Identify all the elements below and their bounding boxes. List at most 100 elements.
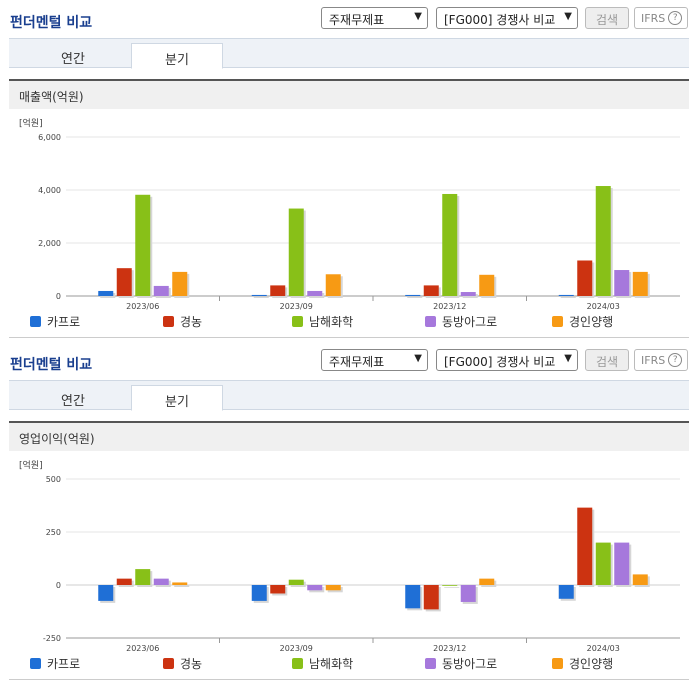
bar <box>558 294 574 296</box>
x-tick-label: 2023/09 <box>280 644 313 652</box>
y-tick-label: 6,000 <box>38 133 61 142</box>
bar <box>460 292 476 296</box>
legend-swatch <box>163 316 174 327</box>
bar <box>423 585 439 610</box>
legend-item[interactable]: 경인양행 <box>552 655 613 672</box>
bar-shadow <box>560 296 576 298</box>
bar <box>614 542 630 585</box>
period-tabs: 연간 분기 <box>9 380 689 411</box>
x-tick-label: 2023/09 <box>280 302 313 310</box>
period-tabs: 연간 분기 <box>9 38 689 69</box>
legend-label: 동방아그로 <box>442 657 498 671</box>
legend-item[interactable]: 카프로 <box>30 313 80 330</box>
legend-swatch <box>425 316 436 327</box>
report-type-value: 주재무제표 <box>329 355 385 369</box>
legend-item[interactable]: 동방아그로 <box>425 655 497 672</box>
legend-item[interactable]: 동방아그로 <box>425 313 497 330</box>
bar <box>595 186 611 296</box>
bar <box>632 271 648 296</box>
bar <box>460 585 476 602</box>
legend-swatch <box>292 658 303 669</box>
legend-swatch <box>552 658 563 669</box>
bar <box>153 285 169 296</box>
section-title: 펀더멘털 비교 <box>10 15 93 31</box>
legend-swatch <box>163 658 174 669</box>
ifrs-label: IFRS <box>641 354 666 367</box>
x-tick-label: 2024/03 <box>587 644 620 652</box>
bar <box>251 585 267 601</box>
tab-annual[interactable]: 연간 <box>61 52 85 67</box>
x-tick-label: 2023/06 <box>126 644 159 652</box>
legend-item[interactable]: 경인양행 <box>552 313 613 330</box>
compare-value: [FG000] 경쟁사 비교 <box>444 13 556 27</box>
bar <box>325 585 341 591</box>
section-header: 펀더멘털 비교 주재무제표 ▼ [FG000] 경쟁사 비교 ▼ 검색 IFRS… <box>0 342 696 380</box>
chevron-down-icon: ▼ <box>414 353 422 364</box>
bar <box>307 585 323 591</box>
report-type-value: 주재무제표 <box>329 13 385 27</box>
legend-label: 경농 <box>180 657 203 671</box>
x-tick-label: 2023/12 <box>433 302 466 310</box>
legend-label: 남해화학 <box>309 657 354 671</box>
help-icon: ? <box>668 11 683 25</box>
bar <box>405 585 421 609</box>
legend-item[interactable]: 남해화학 <box>292 313 353 330</box>
ifrs-help-button[interactable]: IFRS? <box>634 7 688 29</box>
bar <box>153 578 169 585</box>
tab-annual[interactable]: 연간 <box>61 394 85 409</box>
report-type-select[interactable]: 주재무제표 ▼ <box>321 349 428 371</box>
chevron-down-icon: ▼ <box>564 11 572 22</box>
fundamental-section-operating-profit: 펀더멘털 비교 주재무제표 ▼ [FG000] 경쟁사 비교 ▼ 검색 IFRS… <box>0 342 696 684</box>
bar <box>577 260 593 296</box>
panel-title: 영업이익(억원) <box>19 432 95 446</box>
help-icon: ? <box>668 353 683 367</box>
bar <box>479 578 495 585</box>
bar <box>288 579 304 585</box>
ifrs-help-button[interactable]: IFRS? <box>634 349 688 371</box>
compare-select[interactable]: [FG000] 경쟁사 비교 ▼ <box>436 349 578 371</box>
search-button[interactable]: 검색 <box>585 7 629 29</box>
legend-label: 동방아그로 <box>442 315 498 329</box>
panel-header: 영업이익(억원) <box>9 421 689 451</box>
panel-divider <box>9 679 689 680</box>
legend-item[interactable]: 남해화학 <box>292 655 353 672</box>
search-button[interactable]: 검색 <box>585 349 629 371</box>
legend-label: 카프로 <box>47 657 81 671</box>
y-tick-label: 2,000 <box>38 239 61 248</box>
y-tick-label: 250 <box>46 528 61 537</box>
section-header: 펀더멘털 비교 주재무제표 ▼ [FG000] 경쟁사 비교 ▼ 검색 IFRS… <box>0 0 696 38</box>
legend-swatch <box>30 658 41 669</box>
bar-shadow <box>407 296 423 298</box>
bar <box>632 574 648 585</box>
panel-header: 매출액(억원) <box>9 79 689 109</box>
x-tick-label: 2023/12 <box>433 644 466 652</box>
legend-swatch <box>552 316 563 327</box>
legend-item[interactable]: 경농 <box>163 313 202 330</box>
bar-shadow <box>253 296 269 298</box>
bar <box>479 274 495 296</box>
tab-quarterly[interactable]: 분기 <box>131 385 223 411</box>
tab-quarterly[interactable]: 분기 <box>131 43 223 69</box>
compare-select[interactable]: [FG000] 경쟁사 비교 ▼ <box>436 7 578 29</box>
legend-label: 경인양행 <box>569 657 614 671</box>
y-tick-label: 500 <box>46 475 61 484</box>
bar <box>251 294 267 296</box>
legend-item[interactable]: 경농 <box>163 655 202 672</box>
bar <box>577 507 593 585</box>
legend-label: 경농 <box>180 315 203 329</box>
bar <box>116 578 132 585</box>
legend-swatch <box>30 316 41 327</box>
bar <box>442 193 458 296</box>
x-tick-label: 2024/03 <box>587 302 620 310</box>
fundamental-section-revenue: 펀더멘털 비교 주재무제표 ▼ [FG000] 경쟁사 비교 ▼ 검색 IFRS… <box>0 0 696 338</box>
legend-item[interactable]: 카프로 <box>30 655 80 672</box>
chevron-down-icon: ▼ <box>564 353 572 364</box>
report-type-select[interactable]: 주재무제표 ▼ <box>321 7 428 29</box>
legend-swatch <box>425 658 436 669</box>
bar <box>135 194 151 296</box>
y-tick-label: 0 <box>56 292 61 301</box>
bar <box>595 542 611 585</box>
operating-profit-bar-chart: [억원] -250 0 250 500 2023/06 2023/09 2023/12 2024… <box>19 459 680 652</box>
x-tick-label: 2023/06 <box>126 302 159 310</box>
legend-label: 남해화학 <box>309 315 354 329</box>
